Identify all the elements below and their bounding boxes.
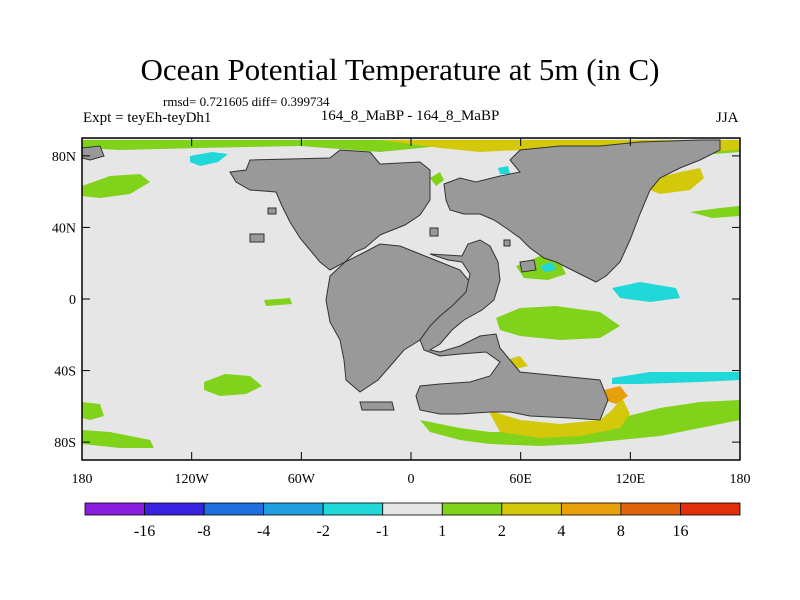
- land-americas-north: [229, 149, 431, 271]
- y-tick-label: 40S: [54, 365, 76, 380]
- colorbar-label: -16: [134, 523, 155, 540]
- colorbar-swatch: [680, 502, 741, 516]
- colorbar-label: -8: [197, 523, 210, 540]
- anomaly-region-east-pacific-north: [690, 206, 740, 218]
- colorbar-label: 8: [617, 523, 625, 540]
- x-tick-label: 60E: [509, 472, 532, 487]
- case-label: 164_8_MaBP - 164_8_MaBP: [320, 108, 500, 124]
- colorbar-swatch: [263, 502, 324, 516]
- colorbar: -16 -8 -4 -2 -1 1 2 4 8 16: [84, 502, 741, 540]
- season-label: JJA: [716, 110, 739, 126]
- colorbar-swatch: [441, 502, 503, 516]
- x-tick-label: 120W: [175, 472, 210, 487]
- anomaly-region-north-atlantic: [430, 172, 444, 186]
- x-tick-label: 180: [72, 472, 93, 487]
- colorbar-label: 16: [672, 523, 688, 540]
- map-plot: [81, 138, 740, 460]
- anomaly-region-north-pacific: [82, 174, 150, 198]
- colorbar-swatch: [203, 502, 265, 516]
- colorbar-swatch: [322, 502, 384, 516]
- anomaly-region-tropics-east: [496, 306, 620, 340]
- colorbar-swatch: [382, 502, 443, 516]
- y-axis: 80N 40N 0 40S 80S: [52, 150, 740, 451]
- anomaly-region-cold-south: [612, 372, 740, 384]
- y-tick-label: 80N: [52, 150, 76, 165]
- colorbar-swatch: [84, 502, 145, 516]
- y-tick-label: 40N: [52, 221, 76, 236]
- land-eurasia-africa: [443, 139, 721, 283]
- colorbar-label: 4: [557, 523, 565, 540]
- colorbar-label: -2: [317, 523, 330, 540]
- anomaly-region-north-east-warm: [650, 168, 704, 194]
- colorbar-label: -1: [376, 523, 389, 540]
- x-tick-label: 60W: [288, 472, 316, 487]
- x-tick-label: 180: [730, 472, 751, 487]
- x-axis: 180 120W 60W 0 60E 120E 180: [72, 138, 751, 487]
- x-tick-label: 0: [408, 472, 415, 487]
- land-africa-south: [415, 239, 609, 421]
- colorbar-swatch: [501, 502, 562, 516]
- land-island-1: [359, 401, 395, 411]
- anomaly-region-southern-warm: [488, 398, 630, 438]
- colorbar-swatch: [144, 502, 205, 516]
- chart-title: Ocean Potential Temperature at 5m (in C): [140, 52, 660, 87]
- land-island-3: [249, 207, 537, 273]
- colorbar-label: 1: [438, 523, 446, 540]
- anomaly-region-south-pacific: [204, 374, 262, 396]
- x-tick-label: 120E: [616, 472, 646, 487]
- colorbar-swatch: [620, 502, 681, 516]
- experiment-label: Expt = teyEh-teyDh1: [83, 110, 212, 126]
- anomaly-region-orange: [604, 386, 628, 404]
- y-tick-label: 80S: [54, 436, 76, 451]
- colorbar-label: -4: [257, 523, 270, 540]
- anomaly-region-cold-arctic: [190, 152, 228, 166]
- anomaly-region-small-1: [264, 298, 292, 306]
- anomaly-region-cold-indian: [612, 282, 680, 302]
- colorbar-swatch: [560, 502, 622, 516]
- stats-label: rmsd= 0.721605 diff= 0.399734: [163, 94, 330, 109]
- y-tick-label: 0: [69, 293, 76, 308]
- colorbar-label: 2: [498, 523, 506, 540]
